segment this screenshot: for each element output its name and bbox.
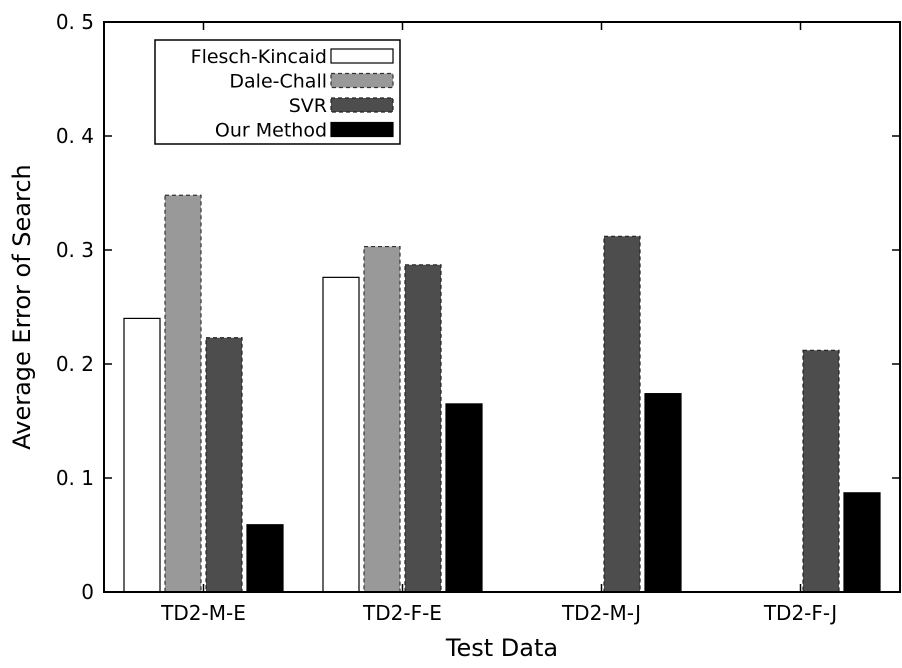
- ticks-layer: 0 0. 1 0. 2 0. 3 0. 4 0. 5 TD2-M-E TD2-F-E TD2-M…: [56, 10, 900, 625]
- y-tick-label: 0: [81, 580, 94, 604]
- bar-svr-td2-f-j: [802, 349, 840, 593]
- y-tick-label: 0. 2: [56, 352, 94, 376]
- bar-our-method-td2-m-e: [246, 524, 284, 593]
- y-tick-label: 0. 5: [56, 10, 94, 34]
- bar-our-method-td2-f-j: [843, 492, 881, 593]
- legend-label: SVR: [289, 95, 327, 117]
- bar-our-method-td2-m-j: [644, 393, 682, 593]
- bar-flesch-kincaid-td2-f-e: [322, 276, 360, 593]
- x-axis-label: Test Data: [445, 634, 558, 662]
- legend-label: Our Method: [215, 120, 327, 142]
- bar-dale-chall-td2-m-e: [164, 194, 202, 593]
- legend-label: Flesch-Kincaid: [191, 46, 327, 68]
- bar-dale-chall-td2-f-e: [363, 245, 401, 593]
- bar-flesch-kincaid-td2-m-e: [123, 317, 161, 593]
- y-tick-label: 0. 1: [56, 466, 94, 490]
- legend-label: Dale-Chall: [229, 71, 327, 93]
- legend-swatch: [330, 97, 394, 113]
- plot-frame: [103, 21, 901, 593]
- y-tick-label: 0. 3: [56, 238, 94, 262]
- legend-swatch: [330, 72, 394, 89]
- legend-swatch: [330, 48, 394, 64]
- bar-svr-td2-m-j: [603, 235, 641, 593]
- bar-svr-td2-f-e: [404, 264, 442, 593]
- x-tick-label: TD2-M-E: [160, 601, 246, 625]
- y-axis-label: Average Error of Search: [8, 164, 36, 450]
- bar-svr-td2-m-e: [205, 337, 243, 593]
- x-tick-label: TD2-M-J: [561, 601, 641, 625]
- x-tick-label: TD2-F-J: [763, 601, 837, 625]
- bars-layer: [123, 194, 881, 593]
- x-tick-label: TD2-F-E: [362, 601, 442, 625]
- y-tick-label: 0. 4: [56, 124, 94, 148]
- bar-our-method-td2-f-e: [445, 403, 483, 593]
- legend-swatch: [330, 121, 394, 138]
